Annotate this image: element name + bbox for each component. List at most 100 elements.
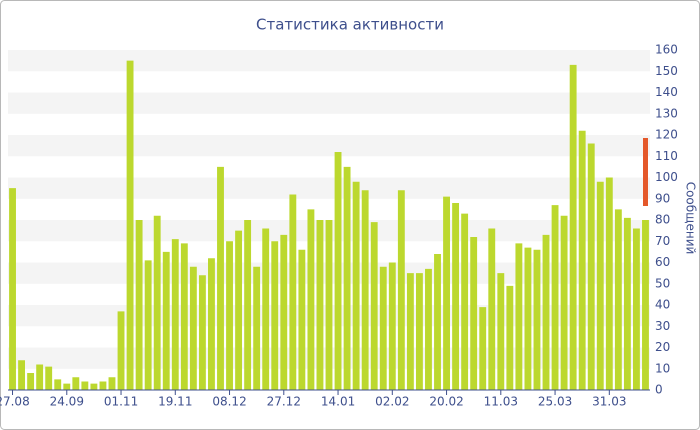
bar [271,241,279,390]
grid-band [8,50,650,72]
y-tick-label: 30 [655,319,670,333]
bar [45,366,53,390]
bar [434,254,441,390]
bar [325,220,333,390]
bar [208,258,215,390]
bar [425,268,432,390]
y-tick-label: 130 [655,106,678,120]
bar [244,220,252,390]
y-tick-label: 50 [655,276,670,290]
bar [198,275,206,390]
bar [370,222,378,390]
bar [217,166,224,390]
scroll-indicator [643,138,648,206]
x-tick-label: 25.03 [538,395,572,409]
grid-band [8,135,650,157]
y-tick-label: 150 [655,64,678,78]
bar [63,383,71,390]
bar [578,130,586,390]
bar [587,143,595,390]
y-tick-label: 70 [655,234,670,248]
bar [144,260,152,390]
y-tick-label: 110 [655,149,678,163]
y-tick-label: 160 [655,43,678,57]
bar [226,241,233,390]
bar [180,243,188,390]
bar [569,64,577,390]
bar [343,166,351,390]
bar [90,383,98,390]
y-tick-label: 60 [655,255,670,269]
y-tick-label: 120 [655,128,678,142]
bar [289,194,297,390]
bar [497,273,505,390]
bar [596,181,604,390]
bar [36,364,44,390]
bar [9,188,16,390]
bar [415,273,423,390]
bar [560,215,568,390]
bar [162,251,170,390]
y-tick-label: 100 [655,170,678,184]
y-tick-label: 90 [655,191,670,205]
bar [614,209,622,390]
bar [316,220,324,390]
bar [81,381,89,390]
bar [253,266,261,390]
bar [443,196,450,390]
bar [479,307,487,390]
x-tick-label: 02.02 [375,395,409,409]
bar [352,181,360,390]
bar [307,209,315,390]
bar [470,237,478,390]
bar [452,203,460,390]
x-tick-label: 11.03 [484,395,518,409]
bar [99,381,107,390]
y-tick-label: 10 [655,361,670,375]
bar [334,152,342,390]
bar [72,377,80,390]
y-tick-label: 80 [655,213,670,227]
y-axis-label: Сообщений [684,182,698,255]
bar [117,311,125,390]
bar [108,377,116,390]
bar [27,373,35,390]
x-tick-label: 27.08 [0,395,30,409]
bar [605,177,613,390]
x-tick-label: 08.12 [212,395,246,409]
bar [542,234,550,390]
x-tick-label: 01.11 [104,395,138,409]
bar [642,220,649,390]
bar [551,205,559,390]
bar [406,273,414,390]
x-tick-label: 27.12 [267,395,301,409]
bar [171,239,179,390]
bar [533,249,541,390]
bar [361,190,369,390]
y-tick-label: 40 [655,298,670,312]
grid-band [8,92,650,114]
bar [515,243,523,390]
bar [379,266,387,390]
y-tick-label: 0 [655,383,663,397]
bar [126,60,134,390]
bar [397,190,405,390]
bar [235,230,243,390]
y-tick-label: 20 [655,340,670,354]
bar [54,379,62,390]
bar [18,360,25,390]
x-tick-label: 24.09 [50,395,84,409]
bar [623,217,631,390]
bar [633,228,640,390]
x-tick-label: 19.11 [158,395,192,409]
bar [280,234,288,390]
bar [524,247,532,390]
bar [135,220,143,390]
bar [262,228,270,390]
bar [488,228,496,390]
x-tick-label: 20.02 [429,395,463,409]
bar [298,249,306,390]
y-tick-label: 140 [655,85,678,99]
bar [189,266,197,390]
